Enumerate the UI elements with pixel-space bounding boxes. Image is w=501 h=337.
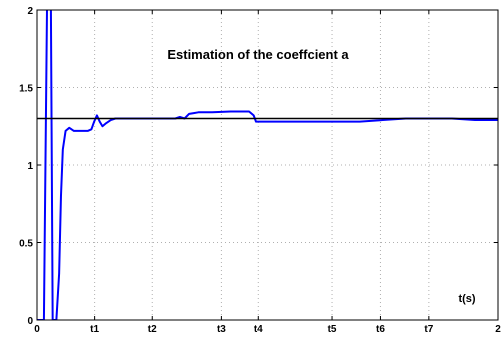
x-tick-label: t2: [148, 324, 157, 335]
x-tick-label: t3: [217, 324, 226, 335]
y-tick-label: 1: [27, 161, 33, 172]
time-annotation: t(s): [458, 293, 475, 305]
y-tick-label: 0: [27, 316, 33, 327]
x-tick-label: t5: [328, 324, 337, 335]
x-tick-label: t1: [90, 324, 99, 335]
chart-title: Estimation of the coeffcient a: [167, 47, 349, 62]
series-group: [37, 10, 498, 320]
x-tick-label: 0: [34, 324, 40, 335]
y-tick-label: 2: [27, 6, 33, 17]
x-tick-label: t7: [424, 324, 433, 335]
x-tick-labels: 0 t1 t2 t3 t4 t5 t6 t7 2: [34, 324, 501, 335]
tick-marks: [36, 9, 499, 321]
y-tick-labels: 0 0.5 1 1.5 2: [19, 6, 33, 327]
x-tick-label: t6: [376, 324, 385, 335]
x-tick-label: 2: [495, 324, 501, 335]
grid-lines: [37, 10, 498, 320]
y-tick-label: 0.5: [19, 239, 33, 250]
x-tick-label: t4: [254, 324, 263, 335]
y-tick-label: 1.5: [19, 84, 33, 95]
